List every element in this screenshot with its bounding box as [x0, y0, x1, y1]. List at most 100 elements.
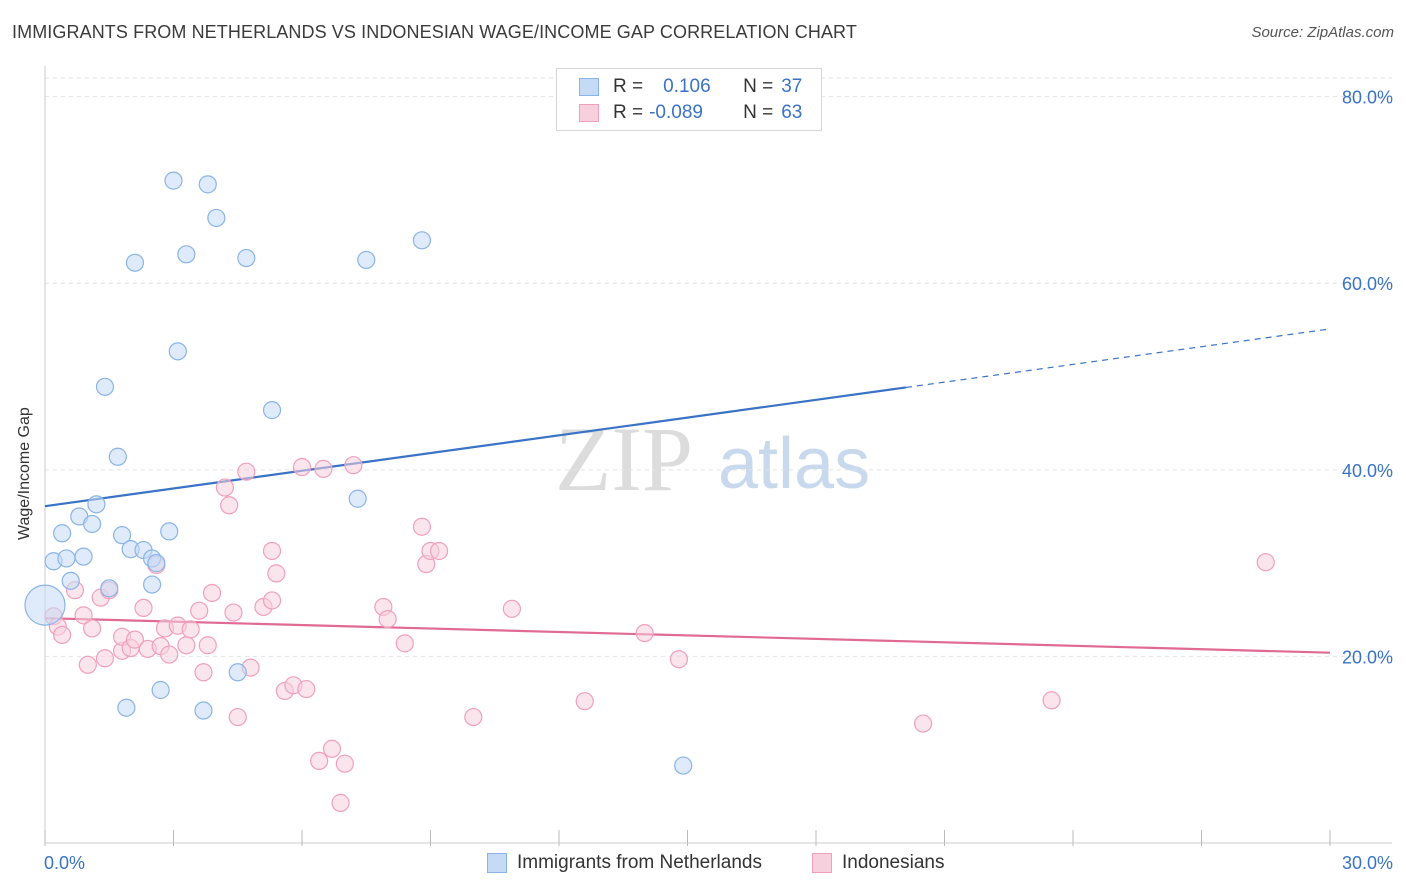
point-indonesians — [228, 707, 247, 727]
point-indonesians — [297, 679, 316, 699]
point-indonesians — [635, 623, 654, 643]
point-indonesians — [669, 650, 689, 669]
point-netherlands — [237, 248, 256, 268]
trend-lines — [44, 328, 1331, 654]
legend-item-indonesians[interactable]: Indonesians — [812, 852, 944, 874]
point-indonesians — [194, 663, 213, 682]
legend-label-indonesians: Indonesians — [842, 852, 945, 873]
point-netherlands — [674, 756, 693, 775]
legend-n-value: 63 — [781, 102, 803, 123]
point-netherlands — [357, 250, 376, 270]
point-netherlands — [160, 522, 179, 541]
legend-n-label: N = — [743, 76, 774, 97]
point-netherlands — [24, 584, 66, 626]
point-indonesians — [412, 517, 432, 536]
point-indonesians — [95, 649, 115, 668]
point-indonesians — [292, 457, 312, 477]
gridlines — [45, 77, 1392, 657]
legend-n-value: 37 — [781, 76, 803, 97]
point-netherlands — [61, 571, 80, 590]
point-netherlands — [117, 698, 136, 717]
legend-swatch-netherlands — [579, 78, 599, 96]
point-indonesians — [215, 478, 234, 497]
legend-row-netherlands: R = 0.106 N = 37 — [579, 75, 802, 99]
point-netherlands — [142, 575, 162, 594]
data-points — [24, 171, 1275, 812]
point-netherlands — [151, 680, 170, 700]
point-indonesians — [202, 583, 222, 603]
trend-line-netherlands-extension — [905, 328, 1331, 389]
point-indonesians — [74, 606, 93, 625]
point-indonesians — [1256, 553, 1275, 572]
point-netherlands — [108, 447, 127, 466]
point-indonesians — [395, 634, 414, 653]
point-indonesians — [190, 601, 209, 620]
point-indonesians — [314, 459, 333, 478]
series-legend: Immigrants from Netherlands Indonesians — [0, 852, 1406, 878]
point-netherlands — [87, 495, 106, 514]
point-netherlands — [53, 524, 72, 543]
point-netherlands — [228, 663, 247, 682]
point-indonesians — [575, 692, 594, 711]
point-netherlands — [262, 401, 282, 420]
legend-r-value: -0.089 — [649, 102, 703, 123]
axes — [44, 66, 1392, 846]
point-indonesians — [335, 754, 354, 773]
point-netherlands — [125, 253, 145, 272]
point-indonesians — [237, 462, 256, 481]
trend-line-indonesians — [44, 617, 1331, 654]
x-tick-label: 0.0% — [44, 853, 85, 873]
legend-swatch-netherlands — [487, 853, 507, 873]
legend-label-netherlands: Immigrants from Netherlands — [517, 852, 762, 873]
point-netherlands — [112, 526, 132, 545]
point-netherlands — [100, 579, 119, 598]
watermark-zip: ZIP — [555, 408, 693, 510]
point-indonesians — [429, 541, 449, 561]
point-netherlands — [147, 554, 166, 573]
point-indonesians — [1042, 691, 1061, 710]
point-indonesians — [378, 609, 397, 629]
source-label: Source: ZipAtlas.com — [1251, 24, 1394, 41]
point-indonesians — [198, 636, 217, 655]
point-netherlands — [95, 377, 115, 396]
point-indonesians — [78, 655, 97, 674]
point-netherlands — [168, 342, 187, 361]
point-indonesians — [177, 636, 196, 655]
point-netherlands — [83, 514, 102, 534]
y-tick-label: 80.0% — [1342, 88, 1393, 108]
trend-line-netherlands — [44, 386, 907, 508]
point-indonesians — [181, 620, 200, 639]
legend-r-label: R = — [613, 102, 644, 123]
point-indonesians — [53, 625, 72, 645]
point-netherlands — [194, 701, 213, 720]
point-indonesians — [83, 619, 102, 638]
legend-r-label: R = — [613, 76, 644, 97]
y-tick-label: 40.0% — [1342, 461, 1393, 481]
point-netherlands — [348, 489, 367, 508]
chart-title: IMMIGRANTS FROM NETHERLANDS VS INDONESIA… — [12, 22, 857, 42]
point-indonesians — [267, 564, 286, 583]
point-indonesians — [464, 707, 483, 727]
point-indonesians — [322, 739, 342, 758]
legend-swatch-indonesians — [812, 853, 832, 873]
point-netherlands — [164, 171, 183, 190]
watermark: ZIP atlas — [555, 408, 870, 510]
point-indonesians — [310, 751, 329, 771]
point-netherlands — [198, 175, 217, 194]
legend-r-value: 0.106 — [663, 76, 711, 97]
point-indonesians — [125, 630, 145, 649]
point-netherlands — [57, 549, 76, 568]
point-netherlands — [412, 231, 432, 250]
legend-row-indonesians: R = -0.089 N = 63 — [579, 101, 802, 125]
legend-n-label: N = — [743, 102, 774, 123]
watermark-atlas: atlas — [718, 424, 870, 504]
y-tick-label: 60.0% — [1342, 274, 1393, 294]
point-netherlands — [207, 208, 226, 228]
point-indonesians — [913, 714, 933, 733]
legend-item-netherlands[interactable]: Immigrants from Netherlands — [487, 852, 762, 874]
point-netherlands — [177, 245, 196, 264]
legend-swatch-indonesians — [579, 104, 599, 122]
point-indonesians — [502, 599, 521, 618]
point-indonesians — [134, 598, 153, 618]
